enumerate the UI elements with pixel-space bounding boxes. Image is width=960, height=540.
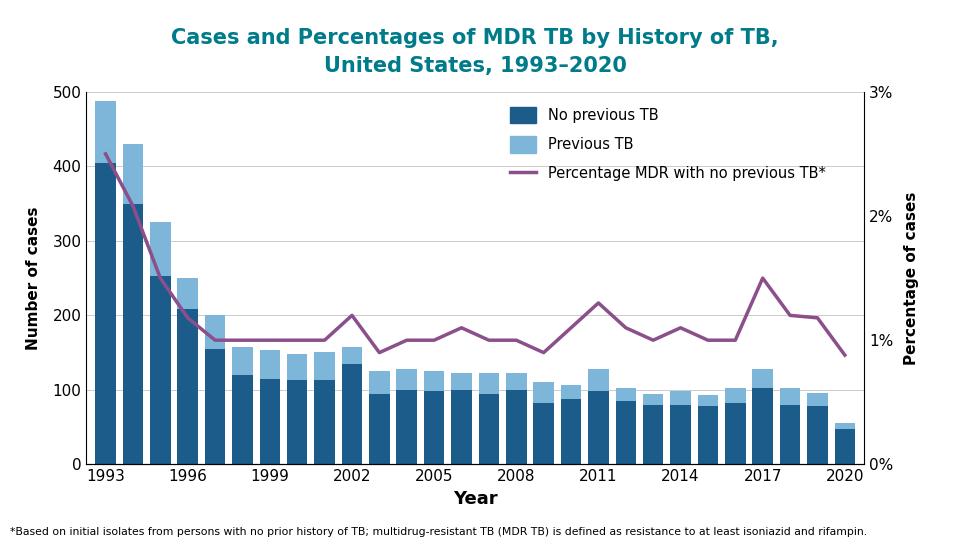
Y-axis label: Percentage of cases: Percentage of cases [904, 191, 920, 365]
Bar [561, 386, 582, 399]
Bar [534, 382, 554, 402]
Bar [780, 405, 801, 464]
Bar [342, 364, 362, 464]
Bar [204, 315, 226, 349]
Bar [259, 350, 280, 379]
Bar [232, 347, 252, 375]
Bar [780, 388, 801, 405]
Bar [725, 388, 746, 403]
Bar [479, 394, 499, 464]
Legend: No previous TB, Previous TB, Percentage MDR with no previous TB*: No previous TB, Previous TB, Percentage … [510, 106, 826, 182]
Bar [698, 395, 718, 406]
Bar [204, 349, 226, 464]
Bar [615, 401, 636, 464]
Bar [424, 392, 444, 464]
Bar [506, 390, 526, 464]
Bar [588, 392, 609, 464]
Bar [95, 101, 116, 163]
Bar [698, 406, 718, 464]
Bar [561, 399, 582, 464]
X-axis label: Year: Year [453, 490, 497, 508]
Title: Cases and Percentages of MDR TB by History of TB,
United States, 1993–2020: Cases and Percentages of MDR TB by Histo… [172, 29, 779, 76]
Bar [643, 394, 663, 405]
Bar [588, 369, 609, 392]
Bar [753, 369, 773, 388]
Bar [369, 372, 390, 394]
Bar [396, 390, 417, 464]
Bar [178, 278, 198, 309]
Bar [178, 309, 198, 464]
Bar [314, 380, 335, 464]
Bar [232, 375, 252, 464]
Bar [807, 406, 828, 464]
Y-axis label: Number of cases: Number of cases [27, 206, 41, 350]
Bar [506, 374, 526, 390]
Bar [259, 379, 280, 464]
Bar [150, 276, 171, 464]
Bar [287, 380, 307, 464]
Bar [807, 393, 828, 406]
Bar [615, 388, 636, 401]
Bar [396, 369, 417, 390]
Bar [670, 405, 691, 464]
Bar [314, 352, 335, 380]
Bar [534, 402, 554, 464]
Bar [725, 403, 746, 464]
Bar [123, 204, 143, 464]
Bar [424, 370, 444, 392]
Text: *Based on initial isolates from persons with no prior history of TB; multidrug-r: *Based on initial isolates from persons … [10, 527, 867, 537]
Bar [287, 354, 307, 380]
Bar [95, 163, 116, 464]
Bar [150, 222, 171, 276]
Bar [451, 390, 471, 464]
Bar [369, 394, 390, 464]
Bar [834, 429, 855, 464]
Bar [123, 144, 143, 204]
Bar [753, 388, 773, 464]
Bar [342, 347, 362, 364]
Bar [670, 392, 691, 405]
Bar [479, 373, 499, 394]
Bar [643, 405, 663, 464]
Bar [451, 374, 471, 390]
Bar [834, 423, 855, 429]
